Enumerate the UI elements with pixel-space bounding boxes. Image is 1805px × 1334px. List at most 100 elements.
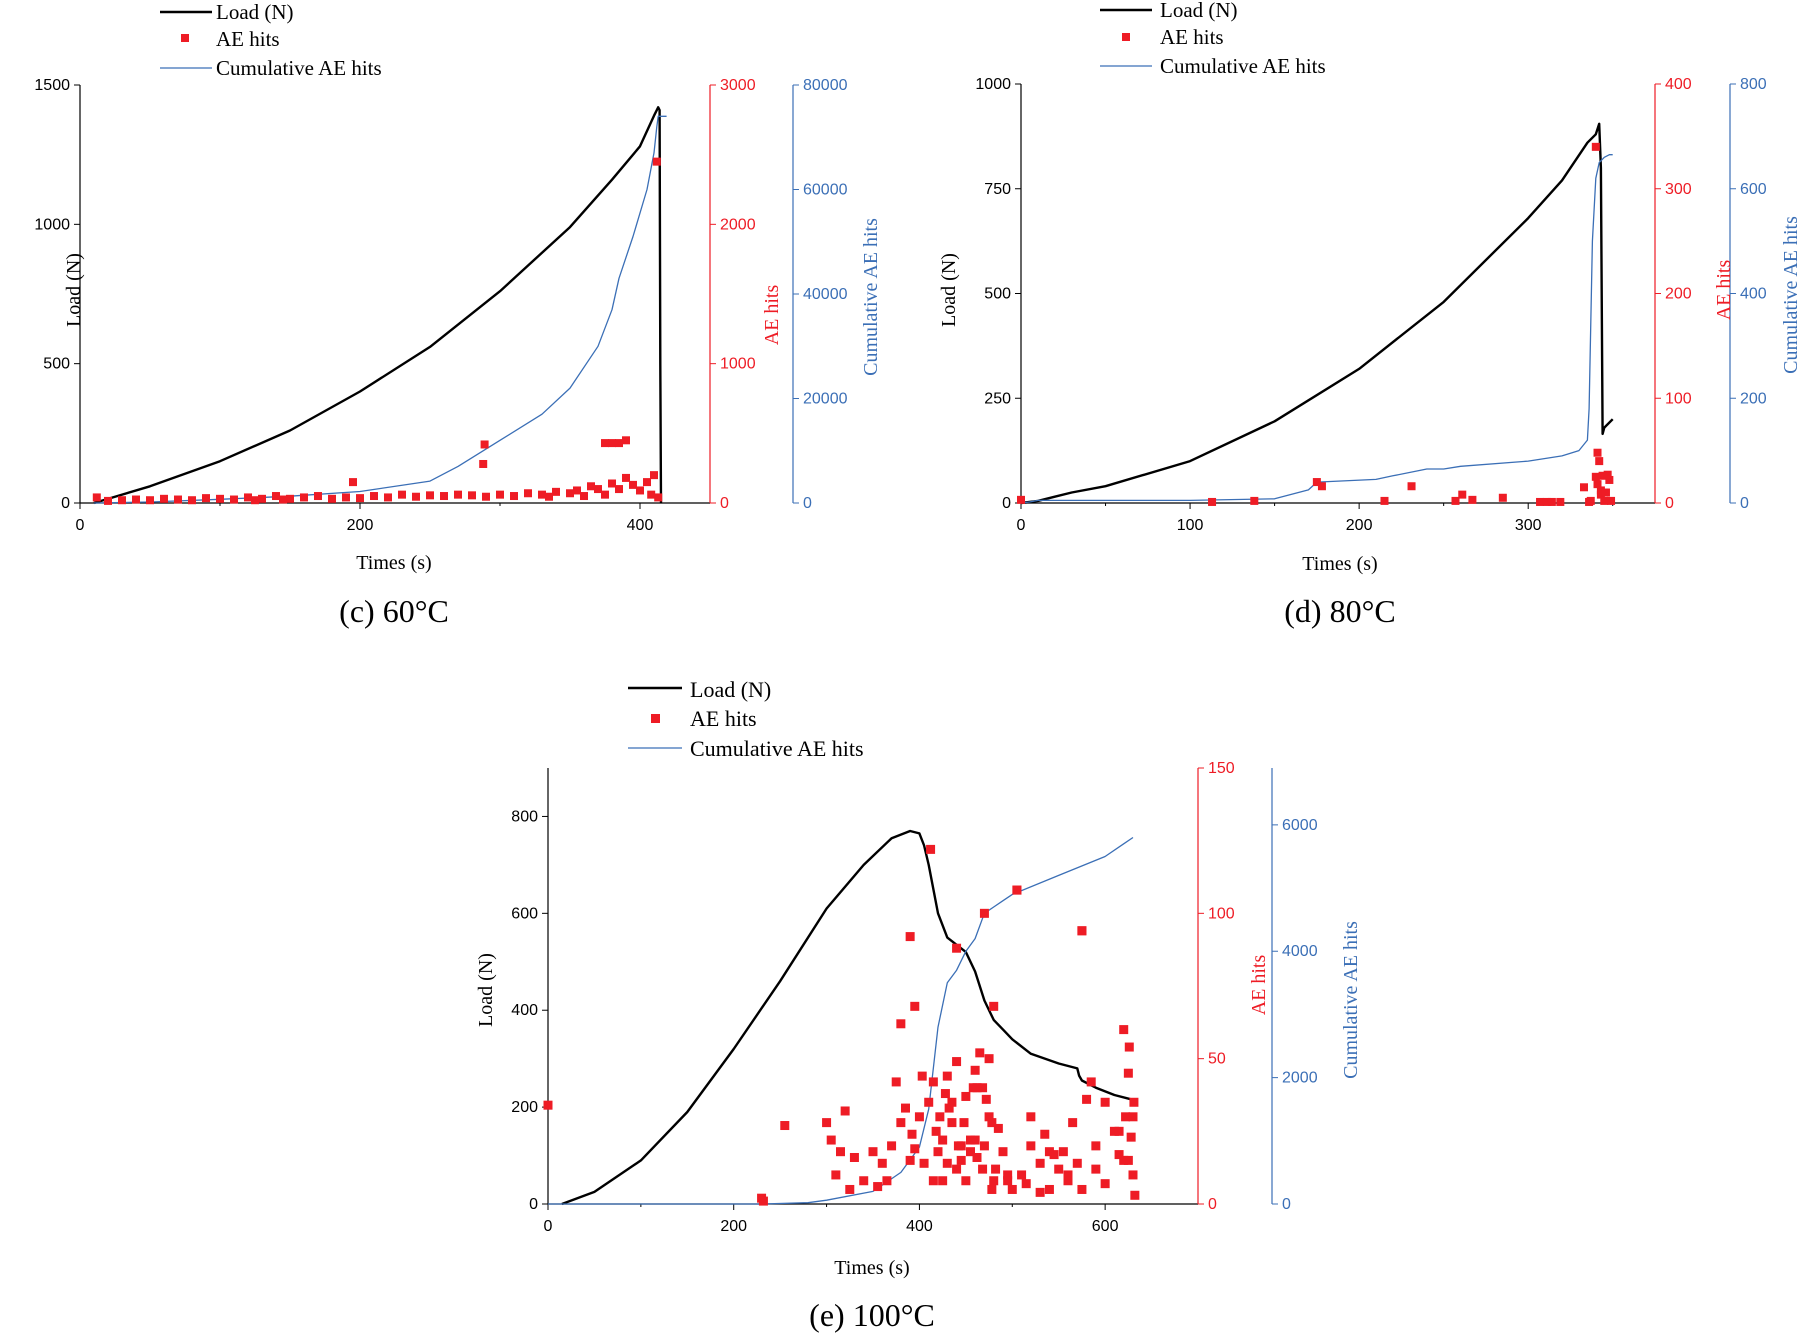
ae-hit-point-e	[1026, 1141, 1036, 1151]
load-line-d	[1020, 122, 1614, 505]
ae-hit-point-e	[1035, 1158, 1045, 1168]
cumulative-ae-line-d	[1020, 154, 1613, 504]
ylabel-c-cum: Cumulative AE hits	[860, 218, 882, 376]
ae-hit-point-d	[1556, 497, 1565, 506]
ae-hit-point-e	[1124, 1042, 1134, 1052]
y-tick-label-ae-d: 400	[1665, 76, 1692, 93]
ae-hit-point-e	[938, 1135, 948, 1145]
ae-hit-point-c	[496, 490, 504, 499]
panel-c-60c: Load (N) AE hits Cumulative AE hits 0 200…	[34, 0, 882, 629]
ae-hit-point-e	[826, 1135, 836, 1145]
y-tick-label-cum-d: 400	[1740, 286, 1767, 303]
ae-hit-point-e	[987, 1118, 997, 1128]
y-tick-label-cum-c: 60000	[803, 182, 848, 199]
ae-hit-point-e	[1123, 1155, 1133, 1165]
ae-hit-point-d	[1591, 142, 1600, 151]
ae-hit-point-c	[118, 496, 126, 505]
y-tick-label-ae-c: 3000	[720, 77, 756, 94]
ae-hit-point-e	[1130, 1190, 1140, 1200]
y-tick-label-cum-e: 6000	[1282, 817, 1318, 834]
ae-hit-point-c	[272, 492, 280, 501]
y-tick-label-cum-e: 2000	[1282, 1070, 1318, 1087]
x-tick-label-d: 300	[1515, 517, 1542, 534]
ae-hit-point-c	[258, 494, 266, 503]
ae-hit-point-c	[279, 495, 287, 504]
xlabel-c: Times (s)	[356, 552, 431, 574]
ae-hit-point-e	[917, 1071, 927, 1081]
ae-hit-point-e	[1003, 1170, 1013, 1180]
y-tick-label-load-e: 800	[511, 808, 538, 825]
legend-c-ae-label: AE hits	[216, 27, 280, 51]
y-tick-label-cum-e: 4000	[1282, 943, 1318, 960]
ae-hit-point-d	[1596, 490, 1605, 499]
y-tick-label-ae-e: 100	[1208, 905, 1235, 922]
ae-hit-point-c	[510, 492, 518, 501]
axes-c: 0 200 400 0 500 1000 1500 0 1000 2000 3000 0 20000 40…	[34, 77, 847, 534]
ae-hit-point-d	[1595, 457, 1604, 466]
x-tick-label-d: 0	[1017, 517, 1026, 534]
ae-hit-point-e	[947, 1097, 957, 1107]
ae-hit-point-e	[959, 1118, 969, 1128]
ae-hit-point-d	[1547, 497, 1556, 506]
ae-hit-point-c	[601, 490, 609, 499]
ae-hit-point-d	[1579, 483, 1588, 492]
ae-hit-point-c	[314, 492, 322, 501]
ae-hit-point-e	[1058, 1147, 1068, 1157]
ae-hit-point-e	[981, 1094, 991, 1104]
ae-hit-point-c	[384, 493, 392, 502]
ylabel-c-load: Load (N)	[63, 253, 85, 327]
ae-hit-point-e	[1068, 1118, 1078, 1128]
ae-hit-point-c	[650, 471, 658, 480]
y-tick-label-cum-c: 20000	[803, 391, 848, 408]
legend-e: Load (N) AE hits Cumulative AE hits	[628, 677, 864, 761]
ae-hit-point-c	[188, 496, 196, 505]
y-tick-label-load-c: 1000	[34, 216, 70, 233]
ae-hit-point-e	[928, 1077, 938, 1087]
legend-c-cum-label: Cumulative AE hits	[216, 56, 382, 80]
ae-hit-point-c	[356, 494, 364, 503]
ae-hit-point-c	[398, 490, 406, 499]
ae-hit-point-e	[998, 1147, 1008, 1157]
y-tick-label-load-d: 750	[984, 181, 1011, 198]
caption-c: (c) 60°C	[339, 593, 449, 629]
ae-hit-point-e	[979, 1141, 989, 1151]
y-tick-label-ae-d: 200	[1665, 286, 1692, 303]
ae-hit-point-e	[947, 1118, 957, 1128]
ae-hit-point-e	[1049, 1150, 1059, 1160]
y-tick-label-ae-c: 1000	[720, 356, 756, 373]
ae-hit-point-e	[1119, 1025, 1129, 1035]
ae-hit-point-d	[1536, 497, 1545, 506]
ae-hit-point-c	[454, 490, 462, 499]
ae-hit-point-e	[907, 1129, 917, 1139]
ae-hit-point-c	[132, 495, 140, 504]
ae-hit-point-d	[1451, 496, 1460, 505]
ae-hit-point-e	[1128, 1170, 1138, 1180]
ae-hit-point-e	[1044, 1184, 1054, 1194]
legend-d-cum-label: Cumulative AE hits	[1160, 54, 1326, 78]
ae-hit-point-c	[608, 479, 616, 488]
ae-hit-point-c	[524, 489, 532, 498]
caption-e: (e) 100°C	[809, 1297, 935, 1333]
x-tick-label-c: 0	[76, 517, 85, 534]
ae-hit-point-c	[587, 482, 595, 491]
legend-d-ae-swatch	[1122, 33, 1130, 41]
ae-hit-point-e	[914, 1112, 924, 1122]
xlabel-e: Times (s)	[834, 1257, 909, 1279]
ae-hit-point-e	[978, 1164, 988, 1174]
ae-hit-point-c	[538, 490, 546, 499]
ae-hit-point-c	[643, 478, 651, 487]
y-tick-label-ae-e: 150	[1208, 760, 1235, 777]
ae-hit-point-e	[891, 1077, 901, 1087]
ae-hit-point-c	[328, 494, 336, 503]
ae-hit-point-e	[975, 1048, 985, 1058]
ae-hit-point-e	[944, 1103, 954, 1113]
ae-hit-point-e	[1040, 1129, 1050, 1139]
ae-hit-point-c	[652, 157, 661, 166]
ylabel-d-ae: AE hits	[1713, 260, 1735, 321]
y-tick-label-ae-c: 0	[720, 495, 729, 512]
ae-hit-point-e	[1121, 1112, 1131, 1122]
ae-hit-point-e	[919, 1158, 929, 1168]
panel-d-80c: Load (N) AE hits Cumulative AE hits 0 100…	[938, 0, 1802, 629]
y-tick-label-ae-c: 2000	[720, 216, 756, 233]
